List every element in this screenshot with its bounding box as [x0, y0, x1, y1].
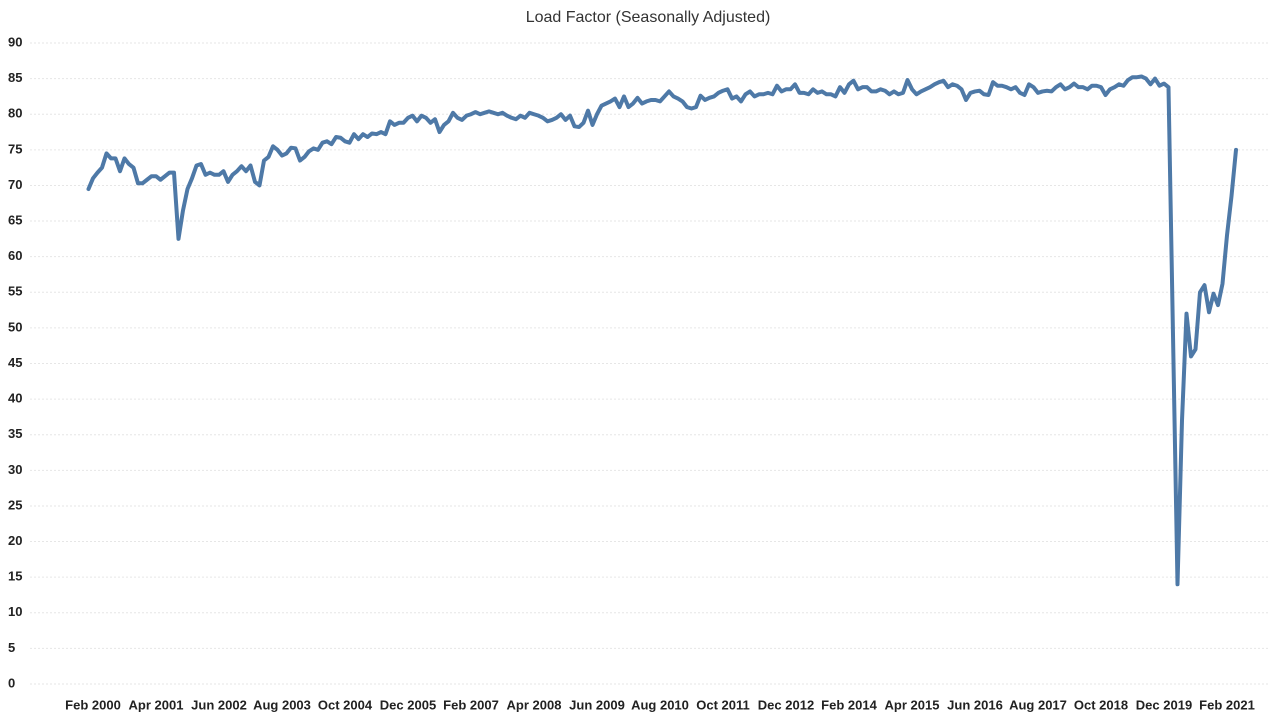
y-tick-label: 45	[8, 355, 22, 370]
y-tick-label: 5	[8, 640, 15, 655]
x-tick-label: Apr 2008	[507, 697, 562, 712]
y-tick-label: 85	[8, 70, 22, 85]
x-tick-label: Dec 2012	[758, 697, 814, 712]
y-tick-label: 20	[8, 533, 22, 548]
x-tick-label: Aug 2017	[1009, 697, 1067, 712]
y-tick-label: 65	[8, 212, 22, 227]
x-tick-label: Aug 2003	[253, 697, 311, 712]
y-tick-label: 0	[8, 675, 15, 690]
x-tick-label: Oct 2004	[318, 697, 373, 712]
y-tick-label: 80	[8, 106, 22, 121]
chart-title: Load Factor (Seasonally Adjusted)	[526, 9, 771, 26]
x-tick-label: Feb 2000	[65, 697, 121, 712]
y-tick-label: 15	[8, 569, 22, 584]
y-tick-label: 30	[8, 462, 22, 477]
y-tick-label: 40	[8, 391, 22, 406]
y-tick-label: 90	[8, 34, 22, 49]
x-tick-label: Apr 2015	[885, 697, 940, 712]
x-tick-label: Dec 2019	[1136, 697, 1192, 712]
x-tick-label: Apr 2001	[129, 697, 184, 712]
x-tick-label: Feb 2021	[1199, 697, 1255, 712]
y-tick-label: 75	[8, 141, 22, 156]
x-tick-label: Dec 2005	[380, 697, 436, 712]
x-tick-label: Oct 2011	[696, 697, 750, 712]
x-tick-label: Feb 2014	[821, 697, 877, 712]
y-tick-label: 25	[8, 497, 22, 512]
y-tick-label: 55	[8, 284, 22, 299]
x-tick-label: Jun 2016	[947, 697, 1003, 712]
x-tick-label: Aug 2010	[631, 697, 689, 712]
data-line	[86, 74, 1238, 587]
y-tick-label: 35	[8, 426, 22, 441]
y-tick-label: 60	[8, 248, 22, 263]
x-tick-label: Feb 2007	[443, 697, 499, 712]
y-tick-label: 70	[8, 177, 22, 192]
x-tick-label: Oct 2018	[1074, 697, 1128, 712]
x-tick-label: Jun 2002	[191, 697, 247, 712]
y-tick-label: 10	[8, 604, 22, 619]
x-tick-label: Jun 2009	[569, 697, 625, 712]
y-tick-label: 50	[8, 319, 22, 334]
